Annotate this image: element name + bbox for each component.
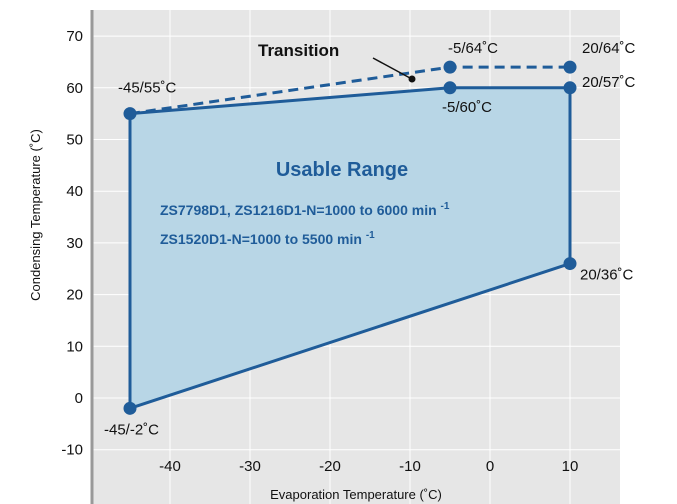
- point-labels: -45/-2˚C -45/55˚C -5/60˚C 20/57˚C 20/36˚C -5/…: [104, 40, 636, 438]
- data-point: [443, 81, 457, 95]
- data-point: [123, 401, 137, 415]
- point-label: -5/64˚C: [448, 40, 498, 57]
- y-tick-label: 20: [66, 287, 83, 304]
- point-label: -45/55˚C: [118, 80, 177, 97]
- point-label: 20/64˚C: [582, 40, 636, 57]
- data-point: [563, 81, 577, 95]
- point-label: -5/60˚C: [442, 99, 492, 116]
- transition-label: Transition: [258, 41, 339, 60]
- model-line-1-sup: -1: [441, 201, 450, 212]
- data-point: [123, 107, 137, 121]
- y-tick-label: 60: [66, 80, 83, 97]
- model-line-1-text: ZS7798D1, ZS1216D1-N=1000 to 6000 min: [160, 202, 437, 218]
- y-tick-labels: -10 0 10 20 30 40 50 60 70: [61, 28, 83, 459]
- x-tick-label: -20: [319, 458, 341, 475]
- y-tick-label: 50: [66, 132, 83, 149]
- data-point: [443, 60, 457, 74]
- x-axis-title: Evaporation Temperature (˚C): [270, 487, 442, 502]
- x-tick-label: -30: [239, 458, 261, 475]
- data-point: [563, 257, 577, 271]
- y-axis-title: Condensing Temperature (˚C): [28, 129, 43, 301]
- point-label: -45/-2˚C: [104, 421, 159, 438]
- usable-range-title: Usable Range: [276, 159, 408, 181]
- x-tick-label: -10: [399, 458, 421, 475]
- y-tick-label: 40: [66, 183, 83, 200]
- x-tick-label: 0: [486, 458, 494, 475]
- usable-range-area: [128, 86, 572, 410]
- model-line-1: ZS7798D1, ZS1216D1-N=1000 to 6000 min -1: [160, 201, 450, 218]
- x-tick-label: 10: [562, 458, 579, 475]
- transition-leader-dot: [408, 75, 416, 83]
- model-line-2-text: ZS1520D1-N=1000 to 5500 min: [160, 231, 362, 247]
- x-tick-labels: -40 -30 -20 -10 0 10: [159, 458, 578, 475]
- data-points: [123, 60, 577, 415]
- point-label: 20/36˚C: [580, 267, 634, 284]
- y-tick-label: 10: [66, 338, 83, 355]
- x-tick-label: -40: [159, 458, 181, 475]
- data-point: [563, 60, 577, 74]
- model-line-2: ZS1520D1-N=1000 to 5500 min -1: [160, 230, 375, 247]
- y-tick-label: 30: [66, 235, 83, 252]
- y-tick-label: 70: [66, 28, 83, 45]
- model-line-2-sup: -1: [366, 230, 375, 241]
- point-label: 20/57˚C: [582, 74, 636, 91]
- y-tick-label: -10: [61, 442, 83, 459]
- y-tick-label: 0: [75, 390, 83, 407]
- transition-leader-line: [372, 57, 411, 79]
